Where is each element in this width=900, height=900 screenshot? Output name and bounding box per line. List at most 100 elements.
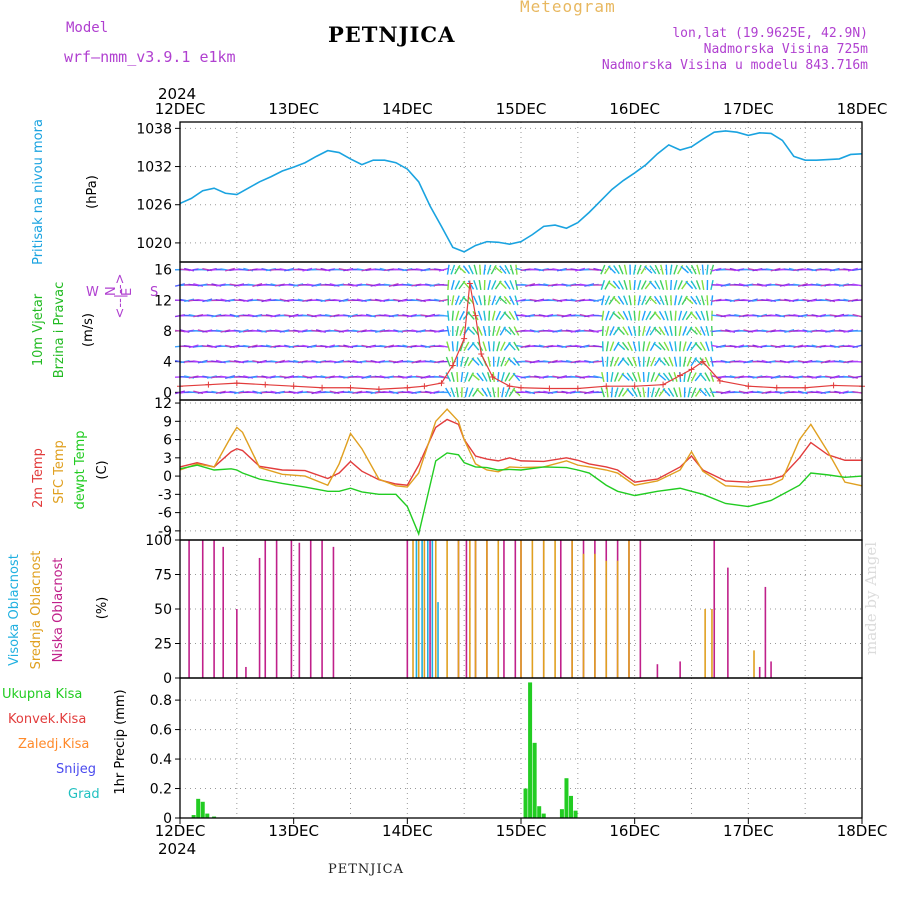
wind-barb [504,387,510,398]
wind-speed-point [631,383,638,390]
wind-barb [665,279,668,291]
wind-barb [446,264,450,275]
wind-barb [642,371,645,383]
wind-barb [504,264,511,275]
wind-barb [678,310,683,321]
compass-e: E [120,288,135,296]
wind-barb [503,311,512,320]
wind-barb [601,295,605,306]
wind-barb [450,279,455,291]
wind-barb [509,264,515,275]
cloud-mid-axis-title: Srednja Oblacnost [29,551,44,670]
y-tick-label: 6 [163,433,172,449]
wind-speed-point [438,380,445,387]
wind-barb [451,341,454,352]
wind-barb [468,264,474,275]
temp-sfc-axis-title: SFC Temp [52,440,67,504]
wind-barb [678,387,682,398]
wind-barb [621,373,630,381]
wind-barb [486,387,492,398]
wind-barb [642,341,646,352]
wind-axis-title-1: 10m Vjetar [31,293,46,366]
wind-barb [482,341,487,352]
wind-barb [477,326,483,336]
x-tick-label-bottom: 13DEC [268,822,319,840]
wind-barb [637,310,641,321]
wind-barb [499,341,506,352]
wind-barb [636,387,642,398]
wind-barb [705,310,709,321]
wind-barb [455,325,459,337]
wind-barb [700,310,706,321]
wind-speed-point [347,384,354,391]
wind-barb [654,387,661,398]
precip-total-bar [523,788,528,818]
x-tick-label-top: 18DEC [837,100,888,118]
wind-barb [704,356,711,367]
wind-barb [685,280,694,290]
wind-barb [601,325,604,337]
wind-barb [658,326,666,336]
temp-dew-line [179,452,863,537]
wind-barb [852,344,863,349]
wind-barb [605,310,610,321]
wind-barb [632,341,637,352]
wind-barb [504,280,511,290]
wind-barb [605,325,610,337]
wind-speed-point [716,377,723,384]
wind-barb [473,280,478,290]
wind-barb [609,341,615,352]
wind-barb [668,341,674,352]
wind-speed-point [603,383,610,390]
wind-speed-point [688,366,695,373]
wind-barb [617,326,625,336]
wind-barb [512,372,521,382]
wind-barb [498,280,507,290]
wind-barb [471,373,480,381]
wind-barb [503,327,512,335]
y-tick-label: 0 [163,811,172,827]
wind-barb [852,313,863,318]
x-tick-label-bottom: 15DEC [496,822,547,840]
wind-barb [613,265,620,275]
wind-barb [706,264,709,275]
wind-barb [487,356,491,367]
wind-barb [680,265,689,274]
x-tick-label-top: 17DEC [723,100,774,118]
pressure-unit: (hPa) [85,175,100,209]
precip-total-bar [532,742,537,818]
wind-barb [645,310,652,321]
wind-barb [618,264,624,275]
wind-barb [606,387,609,398]
y-tick-label: 9 [163,414,172,430]
wind-barb [705,341,710,352]
wind-barb [642,325,646,337]
precip-total-bar [541,813,546,818]
wind-barb [498,296,508,305]
wind-barb [640,280,647,290]
wind-barb [622,310,629,321]
y-tick-label: 3 [163,451,172,467]
wind-barb [593,344,604,348]
wind-barb [438,314,449,317]
wind-barb [618,280,624,290]
wind-barb [667,387,675,397]
wind-barb [653,311,662,320]
wind-barb [637,295,641,306]
wind-speed-point [466,280,473,287]
precip-legend-item: Zaledj.Kisa [18,737,89,752]
wind-barb [515,264,518,275]
wind-barb [694,326,702,336]
wind-barb [464,372,469,382]
wind-speed-point [404,384,411,391]
wind-barb [658,310,665,321]
compass-s: S [150,285,158,300]
wind-barb [626,372,634,382]
wind-barb [649,280,657,290]
wind-barb [612,311,621,320]
wind-barb [473,264,478,275]
wind-speed-point [699,358,706,365]
y-tick-label: 1032 [136,160,172,176]
wind-speed-point [830,382,837,389]
wind-barb [479,264,482,275]
